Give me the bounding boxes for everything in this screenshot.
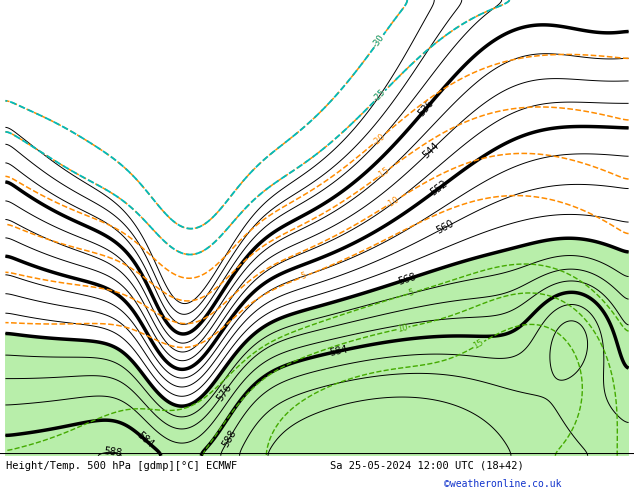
Text: 576: 576 xyxy=(214,382,233,403)
Text: -25: -25 xyxy=(372,88,387,104)
Text: -30: -30 xyxy=(371,33,387,49)
Text: 588: 588 xyxy=(103,446,122,459)
Text: -5: -5 xyxy=(299,271,309,282)
Text: -25: -25 xyxy=(372,88,387,104)
Text: 536: 536 xyxy=(417,98,436,119)
Text: ©weatheronline.co.uk: ©weatheronline.co.uk xyxy=(444,479,561,489)
Text: -10: -10 xyxy=(385,195,401,210)
Text: 584: 584 xyxy=(329,344,349,358)
Text: -15: -15 xyxy=(376,165,392,180)
Text: 544: 544 xyxy=(421,140,441,160)
Text: -20: -20 xyxy=(371,131,387,147)
Text: -30: -30 xyxy=(371,33,387,49)
Text: 10: 10 xyxy=(396,323,409,334)
Text: 5: 5 xyxy=(408,288,415,298)
Text: 15: 15 xyxy=(472,338,486,351)
Text: 588: 588 xyxy=(220,428,238,449)
Text: 552: 552 xyxy=(428,179,450,198)
Text: Height/Temp. 500 hPa [gdmp][°C] ECMWF: Height/Temp. 500 hPa [gdmp][°C] ECMWF xyxy=(6,461,238,470)
Text: 568: 568 xyxy=(397,271,418,287)
Text: 584: 584 xyxy=(135,430,155,449)
Text: 560: 560 xyxy=(434,219,455,236)
Text: Sa 25-05-2024 12:00 UTC (18+42): Sa 25-05-2024 12:00 UTC (18+42) xyxy=(330,461,524,470)
